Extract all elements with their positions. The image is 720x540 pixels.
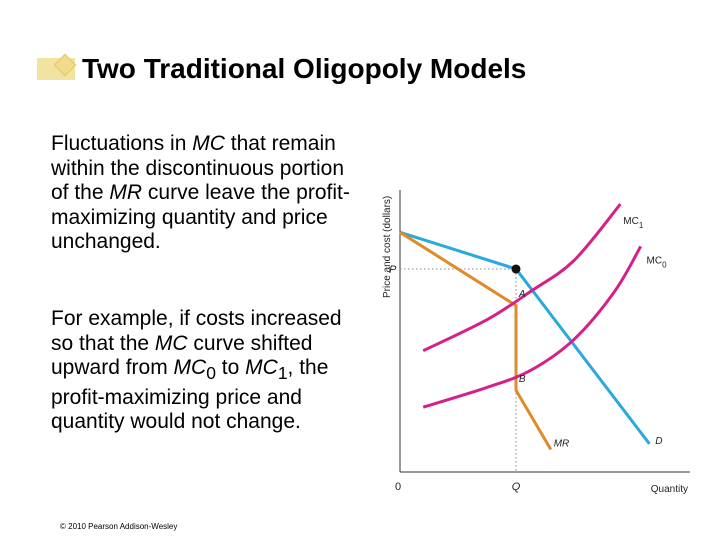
paragraph-2: For example, if costs increased so that … [51, 307, 342, 434]
tick-label-q: Q [512, 481, 521, 493]
tick-label-p: P [389, 264, 397, 276]
annotation-mc0: MC0 [647, 255, 668, 269]
annotation-d: D [655, 436, 662, 447]
series-mc1-line [422, 203, 622, 353]
copyright-notice: © 2010 Pearson Addison-Wesley [60, 522, 178, 531]
paragraph-1: Fluctuations in MC that remain within th… [51, 132, 350, 253]
annotation-mc1: MC1 [623, 216, 644, 230]
annotation-mr: MR [554, 439, 570, 450]
series-d-line [399, 230, 651, 445]
x-axis-label: Quantity [651, 484, 688, 495]
series-mr-line [399, 231, 553, 451]
annotation-a: A [518, 289, 526, 300]
annotation-b: B [519, 374, 526, 385]
origin-label: 0 [395, 481, 401, 493]
y-axis-label: Price and cost (dollars) [382, 196, 393, 298]
slide-title: Two Traditional Oligopoly Models [82, 53, 527, 84]
equilibrium-point [511, 264, 521, 274]
series-mc0-line [422, 245, 642, 409]
